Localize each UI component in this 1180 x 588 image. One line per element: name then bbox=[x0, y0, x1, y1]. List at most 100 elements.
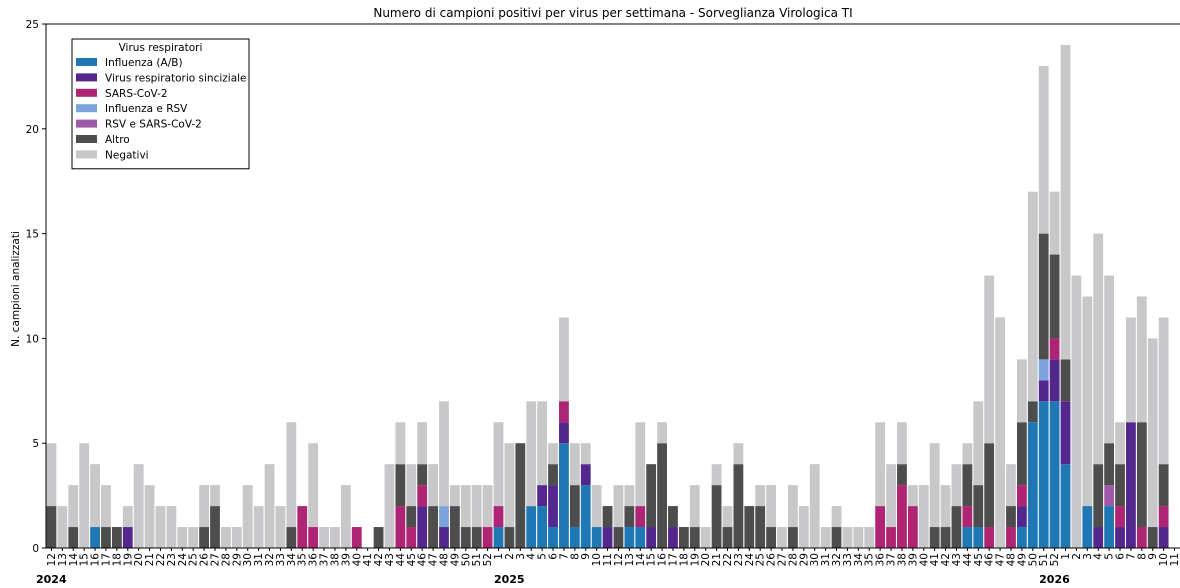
bar-segment-63-6 bbox=[733, 443, 744, 465]
bar-segment-100-2 bbox=[1136, 527, 1147, 548]
bar-segment-92-2 bbox=[1049, 338, 1060, 360]
x-tick-label-40: 52 bbox=[482, 553, 494, 566]
x-tick-label-47: 7 bbox=[558, 553, 570, 560]
bar-segment-47-1 bbox=[559, 422, 569, 444]
bar-segment-14-6 bbox=[199, 485, 210, 528]
bar-segment-0-6 bbox=[46, 443, 57, 507]
bar-segment-31-6 bbox=[384, 464, 395, 548]
x-tick-label-67: 27 bbox=[777, 553, 789, 566]
y-tick-label-5: 25 bbox=[26, 19, 39, 31]
y-tick-label-0: 0 bbox=[32, 543, 39, 555]
bar-segment-95-0 bbox=[1082, 506, 1093, 548]
bar-segment-12-6 bbox=[177, 527, 188, 548]
bar-segment-89-6 bbox=[1016, 359, 1027, 423]
x-tick-label-80: 40 bbox=[918, 553, 930, 566]
bars bbox=[46, 44, 1169, 548]
chart-title: Numero di campioni positivi per virus pe… bbox=[373, 6, 852, 20]
bar-segment-32-6 bbox=[395, 422, 406, 465]
bar-segment-65-5 bbox=[755, 506, 766, 548]
bar-segment-68-5 bbox=[788, 527, 798, 548]
x-tick-label-70: 30 bbox=[809, 553, 821, 566]
x-tick-label-31: 43 bbox=[384, 553, 396, 566]
bar-segment-46-1 bbox=[548, 485, 558, 528]
x-tick-label-87: 47 bbox=[995, 553, 1007, 566]
legend: Virus respiratori Influenza (A/B) Virus re… bbox=[71, 38, 250, 170]
x-tick-label-39: 51 bbox=[471, 553, 483, 566]
x-tick-label-75: 35 bbox=[864, 553, 876, 566]
bar-segment-85-0 bbox=[973, 527, 984, 548]
x-tick-label-10: 22 bbox=[155, 553, 167, 566]
bar-segment-41-0 bbox=[493, 527, 504, 548]
x-tick-label-4: 16 bbox=[90, 553, 102, 567]
bar-segment-41-2 bbox=[493, 506, 504, 528]
bar-segment-91-3 bbox=[1038, 359, 1049, 381]
x-tick-label-50: 10 bbox=[591, 553, 603, 566]
bar-segment-83-5 bbox=[951, 506, 962, 548]
bar-segment-13-6 bbox=[188, 527, 199, 548]
bar-segment-3-6 bbox=[79, 443, 90, 548]
x-tick-label-7: 19 bbox=[122, 553, 134, 566]
legend-swatch-4 bbox=[76, 119, 97, 128]
bar-segment-60-6 bbox=[700, 527, 711, 548]
bar-segment-9-6 bbox=[144, 485, 155, 548]
x-tick-label-12: 24 bbox=[177, 553, 189, 567]
x-tick-label-84: 44 bbox=[962, 553, 974, 567]
bar-segment-39-6 bbox=[471, 485, 482, 528]
bar-segment-73-6 bbox=[842, 527, 853, 548]
x-tick-label-28: 40 bbox=[351, 553, 363, 566]
bar-segment-51-1 bbox=[602, 527, 613, 548]
bar-segment-84-2 bbox=[962, 506, 973, 528]
bar-segment-25-6 bbox=[319, 527, 329, 548]
bar-segment-2-6 bbox=[68, 485, 79, 528]
bar-segment-42-6 bbox=[504, 443, 515, 528]
x-tick-label-48: 8 bbox=[569, 553, 581, 560]
x-tick-label-76: 36 bbox=[875, 553, 887, 567]
x-tick-label-54: 14 bbox=[635, 553, 647, 567]
bar-segment-48-5 bbox=[569, 485, 580, 528]
bar-segment-96-5 bbox=[1093, 464, 1104, 528]
bar-segment-56-6 bbox=[657, 422, 667, 444]
bar-segment-96-1 bbox=[1093, 527, 1104, 548]
x-tick-label-19: 31 bbox=[253, 553, 265, 566]
x-tick-label-57: 17 bbox=[667, 553, 679, 566]
bar-segment-72-6 bbox=[831, 506, 842, 528]
bar-segment-93-5 bbox=[1060, 359, 1071, 402]
bar-segment-22-5 bbox=[286, 527, 297, 548]
bar-segment-90-6 bbox=[1027, 191, 1038, 402]
x-tick-label-34: 46 bbox=[417, 553, 429, 567]
bar-segment-91-6 bbox=[1038, 65, 1049, 234]
x-tick-label-82: 42 bbox=[940, 553, 952, 566]
bar-segment-48-0 bbox=[569, 527, 580, 548]
x-tick-label-101: 9 bbox=[1147, 553, 1159, 560]
x-tick-label-86: 46 bbox=[984, 553, 996, 567]
bar-segment-57-1 bbox=[668, 527, 678, 548]
x-tick-label-17: 29 bbox=[231, 553, 243, 566]
x-tick-label-56: 16 bbox=[657, 553, 669, 567]
bar-segment-51-5 bbox=[602, 506, 613, 528]
bar-segment-28-2 bbox=[351, 527, 362, 548]
bar-segment-35-6 bbox=[428, 464, 438, 507]
bar-segment-101-5 bbox=[1147, 527, 1158, 548]
x-tick-label-83: 43 bbox=[951, 553, 963, 566]
bar-segment-98-1 bbox=[1115, 527, 1125, 548]
bar-segment-76-2 bbox=[875, 506, 886, 548]
bar-segment-40-6 bbox=[482, 485, 493, 528]
x-tick-label-42: 2 bbox=[504, 553, 516, 560]
bar-segment-92-5 bbox=[1049, 254, 1060, 339]
bar-segment-98-2 bbox=[1115, 506, 1125, 528]
bar-segment-91-1 bbox=[1038, 380, 1049, 402]
bar-segment-81-5 bbox=[929, 527, 940, 548]
bar-segment-45-1 bbox=[537, 485, 548, 507]
bar-segment-79-6 bbox=[907, 485, 918, 507]
x-tick-label-20: 32 bbox=[264, 553, 276, 566]
x-tick-label-2: 14 bbox=[68, 553, 80, 567]
x-tick-label-78: 38 bbox=[896, 553, 908, 566]
bar-segment-97-5 bbox=[1104, 443, 1115, 486]
x-tick-label-33: 45 bbox=[406, 553, 418, 566]
legend-label-1: Virus respiratorio sinciziale bbox=[105, 72, 247, 84]
x-tick-label-26: 38 bbox=[329, 553, 341, 566]
bar-segment-18-6 bbox=[242, 485, 253, 548]
bar-segment-61-6 bbox=[711, 464, 722, 486]
x-tick-label-64: 24 bbox=[744, 553, 756, 567]
x-tick-label-71: 31 bbox=[820, 553, 832, 566]
